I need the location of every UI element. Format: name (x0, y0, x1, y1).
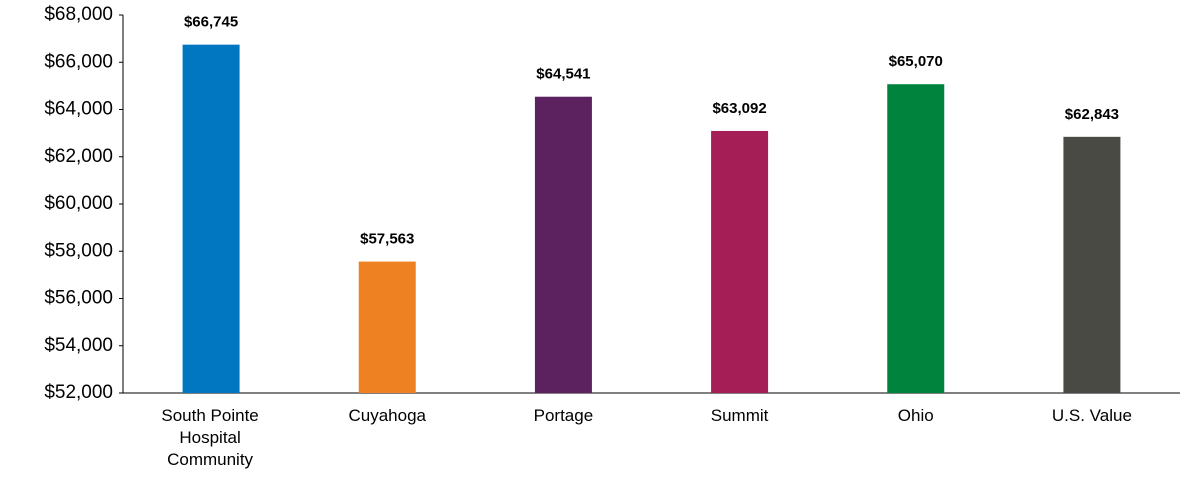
value-label: $62,843 (1065, 106, 1119, 123)
bar (534, 96, 592, 393)
y-tick-label: $58,000 (44, 240, 113, 261)
x-tick-label: U.S. Value (1051, 406, 1132, 425)
bar (182, 44, 240, 393)
bar (358, 261, 416, 393)
value-label: $63,092 (712, 100, 766, 117)
value-label: $66,745 (184, 14, 238, 31)
y-tick-label: $60,000 (44, 193, 113, 214)
y-tick-label: $68,000 (44, 4, 113, 25)
x-tick-label: Cuyahoga (348, 406, 426, 425)
x-tick-label: Ohio (897, 406, 934, 425)
bar (711, 130, 769, 393)
y-tick-label: $66,000 (44, 51, 113, 72)
x-tick-label: South Pointe Hospital Community (161, 406, 259, 469)
bar (887, 84, 945, 393)
y-tick-label: $52,000 (44, 382, 113, 403)
y-tick-label: $64,000 (44, 99, 113, 120)
y-tick-label: $54,000 (44, 335, 113, 356)
x-tick-label: Summit (710, 406, 769, 425)
y-tick-label: $62,000 (44, 146, 113, 167)
value-label: $57,563 (360, 231, 414, 248)
bar (1063, 136, 1121, 394)
y-tick-label: $56,000 (44, 288, 113, 309)
value-label: $64,541 (536, 66, 590, 83)
value-label: $65,070 (889, 53, 943, 70)
x-tick-label: Portage (533, 406, 594, 425)
